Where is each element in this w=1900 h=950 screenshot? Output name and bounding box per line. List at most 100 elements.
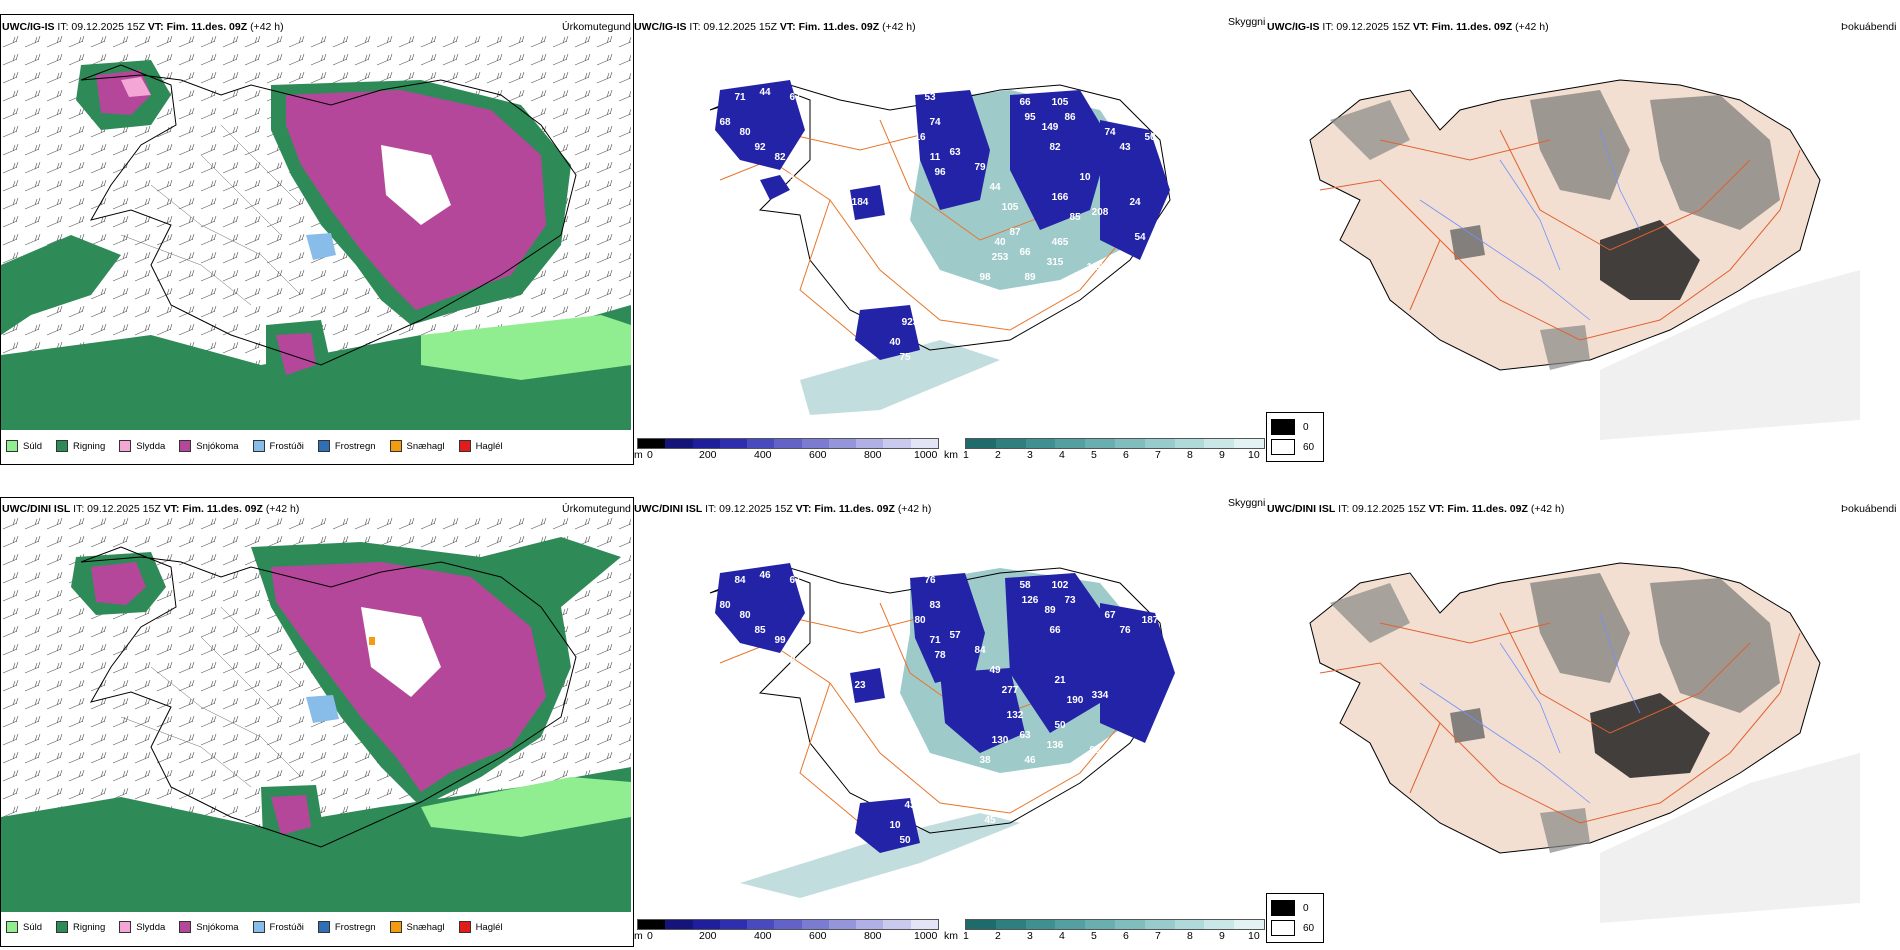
tick-label: 5 bbox=[1091, 449, 1097, 461]
legend-item: Frostregn bbox=[317, 440, 376, 452]
legend-item: Súld bbox=[6, 921, 42, 933]
mid-fog bbox=[1450, 708, 1485, 743]
cloud-base-label: 45 bbox=[984, 815, 996, 826]
colorbar-step bbox=[910, 439, 938, 448]
mid-fog bbox=[1530, 90, 1630, 200]
tick-label: 800 bbox=[864, 449, 882, 461]
cloud-base-label: 66 bbox=[1049, 625, 1061, 636]
ceiling-area bbox=[715, 80, 805, 170]
precip-map-frame bbox=[0, 497, 634, 947]
cloud-base-label: 98 bbox=[979, 272, 991, 283]
visibility-area bbox=[740, 813, 1020, 898]
legend-swatch bbox=[389, 921, 402, 933]
cloud-base-label: 46 bbox=[1024, 755, 1036, 766]
tick-label: 200 bbox=[699, 449, 717, 461]
fog-legend-row: 0 bbox=[1271, 419, 1309, 435]
cloud-base-label: 84 bbox=[734, 575, 746, 586]
legend-label: Snjókoma bbox=[196, 440, 239, 452]
valid-time: VT: Fim. 11.des. 09Z bbox=[1412, 21, 1513, 33]
tick-label: 0 bbox=[647, 449, 653, 461]
init-time: IT: 09.12.2025 15Z bbox=[689, 21, 777, 33]
snow-area bbox=[271, 795, 311, 835]
legend-item: Slydda bbox=[119, 440, 165, 452]
colorbar-step bbox=[1114, 439, 1145, 448]
visibility-area bbox=[800, 340, 1000, 415]
dense-fog bbox=[1590, 693, 1710, 778]
fog-swatch bbox=[1271, 920, 1295, 936]
cloud-base-label: 46 bbox=[759, 570, 771, 581]
cloud-base-label: 80 bbox=[739, 610, 751, 621]
row-1: UWC/IG-IS IT: 09.12.2025 15Z VT: Fim. 11… bbox=[0, 14, 1897, 465]
unit-label: km bbox=[944, 930, 958, 942]
cloud-base-label: 74 bbox=[929, 117, 941, 128]
cloud-base-label: 58 bbox=[1019, 580, 1031, 591]
cloud-base-label: 805 bbox=[867, 705, 884, 716]
cloud-base-label: 44 bbox=[989, 182, 1001, 193]
legend-item: Snæhagl bbox=[389, 440, 445, 452]
cloud-base-label: 84 bbox=[974, 645, 986, 656]
cloud-base-label: 23 bbox=[854, 680, 866, 691]
colorbar-step bbox=[1055, 920, 1086, 929]
colorbar-step bbox=[1055, 439, 1086, 448]
mid-fog bbox=[1450, 225, 1485, 260]
cloud-base-label: 105 bbox=[1002, 202, 1019, 213]
lead-time: (+42 h) bbox=[1530, 503, 1565, 515]
lead-time: (+42 h) bbox=[897, 503, 932, 515]
cloud-base-label: 82 bbox=[1049, 142, 1061, 153]
init-time: IT: 09.12.2025 15Z bbox=[57, 21, 145, 33]
cloud-base-label: 80 bbox=[719, 600, 731, 611]
tick-label: 8 bbox=[1187, 930, 1193, 942]
valid-time: VT: Fim. 11.des. 09Z bbox=[163, 503, 263, 515]
colorbar-step bbox=[1204, 439, 1235, 448]
cloud-base-label: 38 bbox=[979, 755, 991, 766]
fog-map bbox=[1309, 79, 1860, 440]
legend-swatch bbox=[56, 921, 69, 933]
colorbar-step bbox=[1144, 920, 1175, 929]
cloud-base-label: 99 bbox=[774, 635, 786, 646]
cloud-base-label: 208 bbox=[1092, 207, 1109, 218]
cloud-base-label: 21 bbox=[1054, 675, 1066, 686]
legend-swatch bbox=[317, 921, 330, 933]
tick-label: 8 bbox=[1187, 449, 1193, 461]
fog-legend-row: 0 bbox=[1271, 900, 1309, 916]
precip-title: Úrkomutegund bbox=[562, 21, 631, 33]
cloud-base-label: 184 bbox=[852, 197, 869, 208]
ceiling-area bbox=[1100, 603, 1175, 743]
cloud-base-label: 315 bbox=[1047, 257, 1064, 268]
tick-label: 6 bbox=[1123, 449, 1129, 461]
legend-item: Haglél bbox=[458, 440, 503, 452]
legend-label: Haglél bbox=[475, 440, 503, 452]
cloud-base-label: 46 bbox=[1004, 795, 1016, 806]
cloud-base-label: 76 bbox=[924, 575, 936, 586]
tick-label: 10 bbox=[1248, 930, 1260, 942]
model-name: UWC/DINI ISL bbox=[2, 503, 71, 515]
cloud-base-label: 63 bbox=[1019, 730, 1031, 741]
legend-label: Haglél bbox=[475, 921, 503, 933]
cloud-base-label: 93 bbox=[1089, 745, 1101, 756]
rain-area bbox=[1, 235, 121, 335]
valid-time: VT: Fim. 11.des. 09Z bbox=[795, 503, 895, 515]
legend-label: Rigning bbox=[73, 440, 106, 452]
roads bbox=[1319, 612, 1801, 824]
iceland-coastline bbox=[80, 64, 577, 366]
cloud-base-label: 126 bbox=[1022, 595, 1039, 606]
legend-label: Frostregn bbox=[334, 921, 376, 933]
colorbar-step bbox=[883, 920, 911, 929]
ceiling-area bbox=[910, 573, 985, 683]
mid-fog bbox=[1650, 578, 1780, 713]
legend-item: Snjókoma bbox=[179, 440, 239, 452]
cloud-base-label: 13 bbox=[869, 222, 881, 233]
legend-swatch bbox=[252, 921, 265, 933]
tick-label: 7 bbox=[1155, 449, 1161, 461]
fog-title: Þokuábendi bbox=[1841, 21, 1897, 33]
rivers bbox=[1419, 612, 1641, 804]
colorbar-step bbox=[1204, 920, 1235, 929]
cloud-base-label: 85 bbox=[1069, 212, 1081, 223]
cloud-base-label: 126 bbox=[1087, 262, 1104, 273]
roads bbox=[1319, 129, 1801, 341]
mid-fog bbox=[1540, 808, 1590, 853]
cloud-base-label: 149 bbox=[1042, 122, 1059, 133]
mid-fog bbox=[1330, 583, 1410, 643]
land-gap bbox=[361, 607, 441, 697]
fog-header: UWC/IG-IS IT: 09.12.2025 15Z VT: Fim. 11… bbox=[1267, 21, 1549, 33]
